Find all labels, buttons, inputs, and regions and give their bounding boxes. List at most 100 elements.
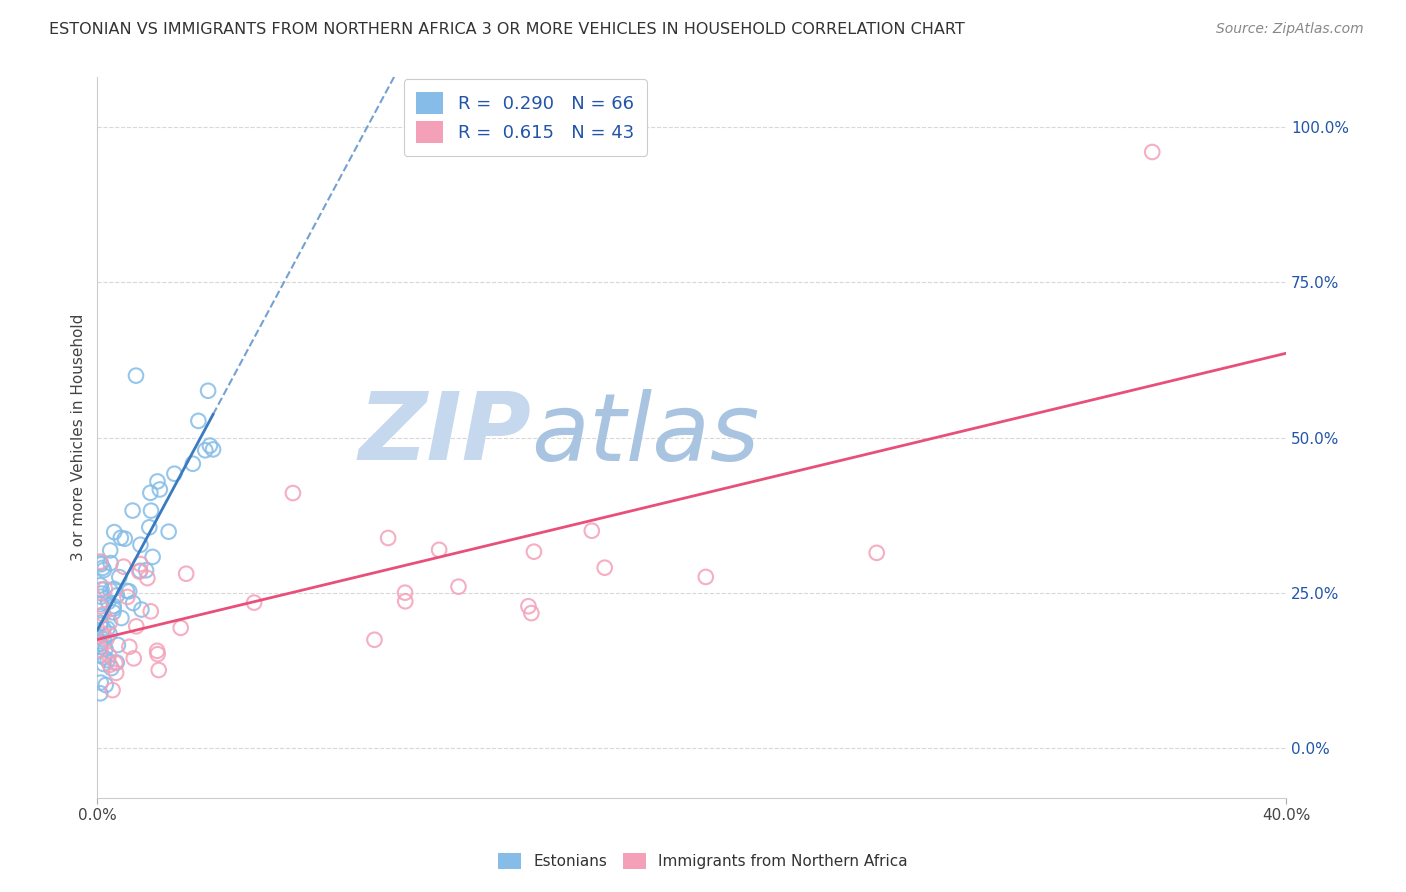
Point: [93, 657, 115, 671]
Point: [202, 442, 225, 457]
Point: [110, 611, 132, 625]
Point: [114, 532, 136, 546]
Point: [89, 609, 111, 624]
Point: [131, 602, 153, 616]
Point: [447, 580, 470, 594]
Point: [281, 486, 304, 500]
Point: [377, 531, 399, 545]
Point: [89, 640, 111, 654]
Point: [363, 632, 385, 647]
Point: [181, 457, 204, 471]
Point: [89, 648, 111, 663]
Point: [90, 586, 112, 600]
Point: [174, 566, 197, 581]
Point: [89, 597, 111, 611]
Point: [138, 520, 160, 534]
Point: [100, 583, 122, 598]
Point: [89, 615, 111, 630]
Point: [94, 678, 117, 692]
Y-axis label: 3 or more Vehicles in Household: 3 or more Vehicles in Household: [72, 314, 86, 561]
Point: [90, 590, 112, 604]
Point: [121, 503, 143, 517]
Point: [98, 657, 121, 672]
Point: [118, 584, 141, 599]
Legend: Estonians, Immigrants from Northern Africa: Estonians, Immigrants from Northern Afri…: [492, 847, 914, 875]
Point: [523, 544, 546, 558]
Point: [117, 590, 139, 604]
Point: [122, 651, 145, 665]
Point: [520, 606, 543, 620]
Point: [98, 543, 121, 558]
Point: [142, 549, 165, 564]
Point: [129, 564, 152, 578]
Point: [100, 661, 122, 675]
Point: [107, 638, 129, 652]
Point: [197, 384, 219, 398]
Point: [115, 583, 138, 598]
Point: [91, 561, 114, 575]
Point: [125, 619, 148, 633]
Point: [243, 596, 266, 610]
Point: [103, 606, 125, 620]
Point: [89, 686, 111, 700]
Point: [94, 641, 117, 656]
Point: [93, 632, 115, 647]
Point: [149, 483, 172, 497]
Point: [129, 557, 152, 571]
Point: [108, 570, 131, 584]
Point: [94, 582, 117, 596]
Point: [89, 617, 111, 632]
Text: Source: ZipAtlas.com: Source: ZipAtlas.com: [1216, 22, 1364, 37]
Point: [103, 602, 125, 616]
Point: [93, 607, 115, 622]
Text: atlas: atlas: [531, 389, 759, 480]
Point: [98, 626, 121, 640]
Point: [125, 368, 148, 383]
Point: [187, 414, 209, 428]
Point: [105, 665, 128, 680]
Point: [198, 439, 221, 453]
Point: [866, 546, 889, 560]
Point: [91, 627, 114, 641]
Point: [146, 475, 169, 489]
Point: [100, 556, 122, 570]
Point: [148, 663, 170, 677]
Point: [194, 443, 217, 458]
Point: [112, 559, 135, 574]
Point: [170, 621, 193, 635]
Point: [581, 524, 603, 538]
Point: [1142, 145, 1164, 159]
Point: [136, 571, 159, 585]
Point: [105, 656, 128, 670]
Point: [103, 525, 125, 540]
Text: ESTONIAN VS IMMIGRANTS FROM NORTHERN AFRICA 3 OR MORE VEHICLES IN HOUSEHOLD CORR: ESTONIAN VS IMMIGRANTS FROM NORTHERN AFR…: [49, 22, 965, 37]
Point: [139, 485, 162, 500]
Point: [97, 653, 120, 667]
Point: [517, 599, 540, 614]
Text: ZIP: ZIP: [359, 388, 531, 480]
Point: [394, 585, 416, 599]
Point: [157, 524, 180, 539]
Point: [89, 599, 111, 614]
Point: [139, 604, 162, 618]
Point: [118, 640, 141, 654]
Point: [89, 643, 111, 657]
Point: [89, 636, 111, 650]
Point: [89, 556, 111, 570]
Point: [98, 648, 121, 663]
Point: [146, 644, 169, 658]
Point: [135, 563, 157, 577]
Point: [129, 538, 152, 552]
Point: [105, 588, 128, 602]
Point: [593, 560, 616, 574]
Point: [93, 563, 115, 577]
Point: [146, 647, 169, 661]
Point: [89, 555, 111, 569]
Point: [101, 683, 124, 698]
Point: [93, 622, 115, 636]
Point: [96, 632, 118, 646]
Point: [90, 558, 112, 572]
Point: [139, 503, 162, 517]
Point: [93, 650, 115, 665]
Point: [98, 615, 121, 630]
